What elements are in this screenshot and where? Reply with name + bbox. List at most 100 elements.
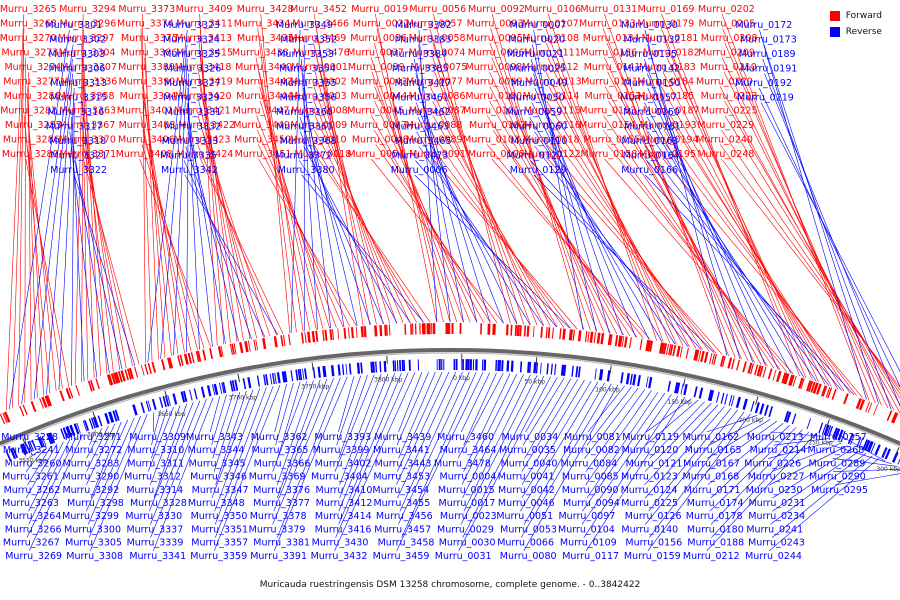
gene-label: Murru_0126 bbox=[625, 511, 682, 522]
gene-label: Murru_0167 bbox=[683, 458, 740, 469]
forward-swatch bbox=[829, 11, 840, 21]
callout-line bbox=[198, 42, 231, 344]
gene-label: Murru_3315 bbox=[50, 93, 107, 104]
forward-gene bbox=[783, 372, 789, 385]
forward-gene bbox=[703, 351, 709, 363]
gene-label: Murru_0029 bbox=[437, 524, 494, 535]
gene-label: Murru_3447 bbox=[233, 106, 290, 117]
callout-line bbox=[770, 452, 867, 525]
reverse-gene bbox=[874, 444, 881, 456]
gene-label: Murru_3306 bbox=[49, 64, 106, 75]
callout-line bbox=[276, 380, 314, 485]
callout-line bbox=[586, 391, 659, 499]
gene-label: Murru_3355 bbox=[280, 78, 337, 89]
gene-label: Murru_3414 bbox=[315, 511, 372, 522]
callout-line bbox=[665, 144, 857, 396]
gene-label: Murru_3378 bbox=[250, 511, 307, 522]
gene-label: Murru_3314 bbox=[126, 485, 183, 496]
callout-line bbox=[374, 100, 478, 323]
reverse-gene bbox=[693, 386, 698, 398]
forward-gene bbox=[231, 343, 235, 355]
forward-gene bbox=[810, 381, 816, 393]
forward-gene bbox=[255, 339, 259, 351]
reverse-gene bbox=[167, 395, 171, 406]
gene-label: Murru_0178 bbox=[686, 511, 743, 522]
callout-line bbox=[398, 371, 436, 459]
gene-label: Murru_3356 bbox=[280, 93, 337, 104]
forward-gene bbox=[343, 327, 347, 339]
reverse-gene bbox=[768, 406, 774, 418]
forward-gene bbox=[488, 323, 491, 335]
reverse-gene bbox=[360, 362, 363, 374]
gene-label: Murru_0119 bbox=[622, 432, 679, 443]
gene-label: Murru_0152 bbox=[585, 91, 642, 102]
forward-gene bbox=[825, 386, 831, 398]
reverse-gene bbox=[108, 411, 114, 423]
callout-line bbox=[710, 425, 790, 499]
gene-label: Murru_3312 bbox=[124, 472, 181, 483]
callout-line bbox=[666, 115, 845, 392]
callout-line bbox=[584, 387, 639, 459]
gene-label: Murru_3404 bbox=[311, 472, 368, 483]
forward-gene bbox=[767, 368, 773, 380]
gene-label: Murru_0168 bbox=[683, 472, 740, 483]
reverse-gene bbox=[276, 372, 281, 384]
gene-label: Murru_3413 bbox=[175, 33, 232, 44]
gene-label: Murru_3344 bbox=[188, 445, 245, 456]
forward-gene bbox=[347, 327, 350, 339]
callout-line bbox=[525, 377, 558, 433]
callout-line bbox=[273, 376, 348, 551]
callout-line bbox=[339, 373, 389, 499]
gene-label: Murru_0086 bbox=[409, 91, 466, 102]
gene-label: Murru_0105 bbox=[468, 149, 525, 160]
reverse-gene bbox=[868, 441, 874, 453]
reverse-gene bbox=[379, 361, 382, 373]
gene-label: Murru_0268 bbox=[807, 445, 864, 456]
forward-gene bbox=[519, 325, 522, 337]
scale-tick-label: 50 kbp bbox=[524, 378, 545, 385]
reverse-gene bbox=[109, 411, 115, 423]
gene-label: Murru_3274 bbox=[4, 62, 61, 73]
callout-line bbox=[604, 158, 794, 375]
gene-label: Murru_0124 bbox=[621, 485, 678, 496]
forward-gene bbox=[414, 323, 417, 335]
gene-label: Murru_3290 bbox=[63, 472, 120, 483]
gene-label: Murru_0194 bbox=[642, 135, 699, 146]
gene-label: Murru_3402 bbox=[315, 458, 372, 469]
gene-labels: Murru_3265 Murru_3268 Murru_3270 Murru_3273… bbox=[0, 4, 868, 562]
callout-line bbox=[140, 28, 153, 362]
callout-line bbox=[151, 408, 168, 459]
gene-label: Murru_0241 bbox=[746, 524, 803, 535]
gene-label: Murru_3452 bbox=[290, 4, 347, 15]
gene-label: Murru_3292 bbox=[62, 485, 119, 496]
scale-tick-label: 3700 kbp bbox=[229, 395, 257, 402]
callout-line bbox=[199, 86, 251, 340]
callout-line bbox=[531, 102, 650, 340]
callout-line bbox=[339, 374, 382, 485]
forward-gene bbox=[431, 323, 433, 335]
gene-label: Murru_0015 bbox=[438, 485, 495, 496]
forward-gene bbox=[120, 370, 126, 382]
gene-label: Murru_3434 bbox=[234, 19, 291, 30]
callout-line bbox=[69, 131, 98, 378]
reverse-gene bbox=[337, 364, 341, 376]
forward-gene bbox=[144, 363, 149, 375]
gene-label: Murru_0034 bbox=[501, 432, 558, 443]
callout-line bbox=[489, 86, 618, 335]
callout-line bbox=[773, 438, 829, 446]
callout-line bbox=[258, 71, 317, 330]
reverse-gene bbox=[716, 391, 720, 403]
reverse-gene bbox=[728, 394, 733, 406]
forward-gene bbox=[282, 334, 286, 347]
forward-gene bbox=[423, 323, 426, 335]
gene-label: Murru_3270 bbox=[0, 33, 57, 44]
reverse-gene bbox=[806, 418, 812, 430]
gene-label: Murru_0161 bbox=[624, 122, 681, 133]
callout-line bbox=[214, 388, 261, 512]
callout-line bbox=[644, 406, 725, 499]
callout-line bbox=[275, 383, 294, 446]
gene-label: Murru_0074 bbox=[409, 48, 466, 59]
callout-line bbox=[147, 29, 188, 363]
callout-line bbox=[521, 380, 592, 499]
gene-label: Murru_0179 bbox=[637, 19, 694, 30]
